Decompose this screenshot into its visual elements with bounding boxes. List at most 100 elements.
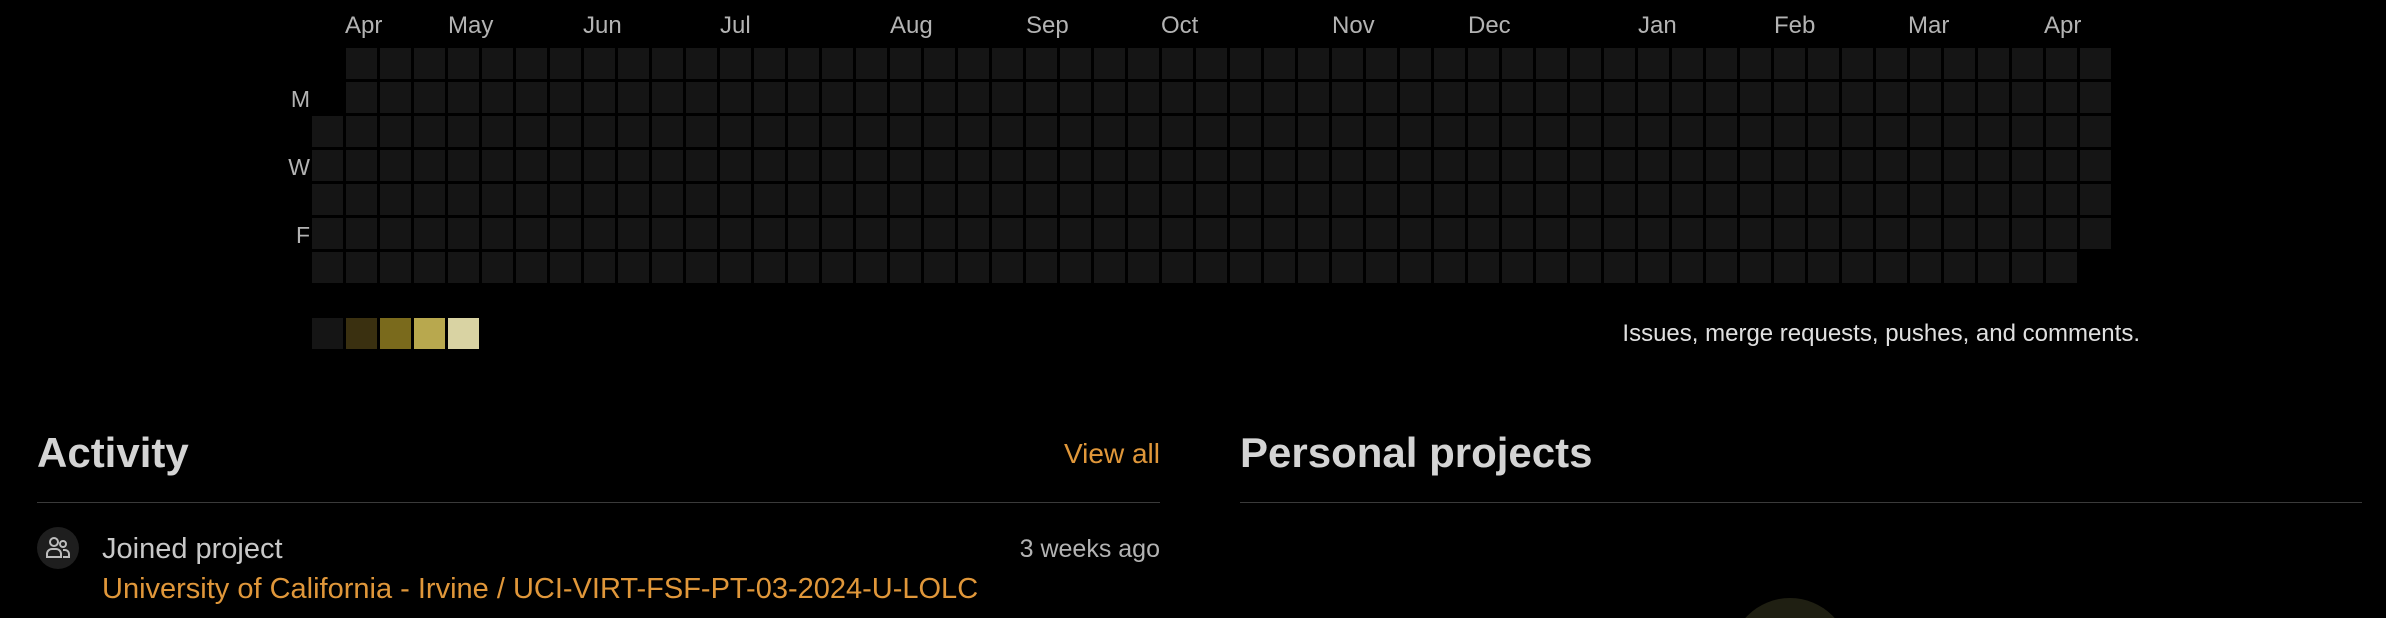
calendar-day-cell[interactable] <box>1876 116 1907 147</box>
calendar-day-cell[interactable] <box>1978 48 2009 79</box>
calendar-day-cell[interactable] <box>618 252 649 283</box>
calendar-day-cell[interactable] <box>1400 218 1431 249</box>
calendar-day-cell[interactable] <box>1502 218 1533 249</box>
calendar-day-cell[interactable] <box>1400 116 1431 147</box>
calendar-day-cell[interactable] <box>1910 116 1941 147</box>
calendar-day-cell[interactable] <box>856 116 887 147</box>
calendar-day-cell[interactable] <box>1230 150 1261 181</box>
calendar-day-cell[interactable] <box>856 48 887 79</box>
calendar-day-cell[interactable] <box>2046 116 2077 147</box>
calendar-day-cell[interactable] <box>1570 48 1601 79</box>
calendar-day-cell[interactable] <box>890 116 921 147</box>
calendar-day-cell[interactable] <box>1536 218 1567 249</box>
calendar-day-cell[interactable] <box>1230 116 1261 147</box>
calendar-day-cell[interactable] <box>1774 252 1805 283</box>
calendar-day-cell[interactable] <box>312 116 343 147</box>
calendar-day-cell[interactable] <box>1978 184 2009 215</box>
calendar-day-cell[interactable] <box>1944 82 1975 113</box>
calendar-day-cell[interactable] <box>1876 48 1907 79</box>
calendar-day-cell[interactable] <box>1332 218 1363 249</box>
calendar-day-cell[interactable] <box>1128 184 1159 215</box>
calendar-day-cell[interactable] <box>618 82 649 113</box>
calendar-day-cell[interactable] <box>516 48 547 79</box>
calendar-day-cell[interactable] <box>1026 184 1057 215</box>
calendar-day-cell[interactable] <box>1162 252 1193 283</box>
calendar-day-cell[interactable] <box>1536 48 1567 79</box>
calendar-day-cell[interactable] <box>1706 184 1737 215</box>
calendar-day-cell[interactable] <box>1026 116 1057 147</box>
calendar-day-cell[interactable] <box>2012 116 2043 147</box>
calendar-day-cell[interactable] <box>2012 48 2043 79</box>
calendar-day-cell[interactable] <box>482 218 513 249</box>
calendar-day-cell[interactable] <box>788 252 819 283</box>
calendar-day-cell[interactable] <box>584 218 615 249</box>
calendar-day-cell[interactable] <box>924 252 955 283</box>
calendar-day-cell[interactable] <box>1876 252 1907 283</box>
calendar-day-cell[interactable] <box>2080 82 2111 113</box>
calendar-day-cell[interactable] <box>1842 82 1873 113</box>
calendar-day-cell[interactable] <box>1264 252 1295 283</box>
calendar-day-cell[interactable] <box>1060 252 1091 283</box>
calendar-day-cell[interactable] <box>1944 218 1975 249</box>
calendar-day-cell[interactable] <box>1128 252 1159 283</box>
calendar-day-cell[interactable] <box>346 48 377 79</box>
calendar-day-cell[interactable] <box>1060 218 1091 249</box>
calendar-day-cell[interactable] <box>1910 82 1941 113</box>
calendar-day-cell[interactable] <box>1400 82 1431 113</box>
calendar-day-cell[interactable] <box>1842 184 1873 215</box>
calendar-day-cell[interactable] <box>788 218 819 249</box>
calendar-day-cell[interactable] <box>1366 218 1397 249</box>
calendar-day-cell[interactable] <box>1468 252 1499 283</box>
calendar-day-cell[interactable] <box>1638 82 1669 113</box>
calendar-day-cell[interactable] <box>992 116 1023 147</box>
calendar-day-cell[interactable] <box>1740 150 1771 181</box>
calendar-day-cell[interactable] <box>1638 184 1669 215</box>
calendar-day-cell[interactable] <box>890 218 921 249</box>
calendar-day-cell[interactable] <box>1434 252 1465 283</box>
calendar-day-cell[interactable] <box>1298 82 1329 113</box>
calendar-day-cell[interactable] <box>1706 82 1737 113</box>
calendar-day-cell[interactable] <box>482 184 513 215</box>
calendar-day-cell[interactable] <box>1264 218 1295 249</box>
calendar-day-cell[interactable] <box>652 82 683 113</box>
calendar-day-cell[interactable] <box>414 116 445 147</box>
calendar-day-cell[interactable] <box>1876 150 1907 181</box>
calendar-day-cell[interactable] <box>2046 150 2077 181</box>
calendar-day-cell[interactable] <box>1468 48 1499 79</box>
calendar-day-cell[interactable] <box>1978 218 2009 249</box>
calendar-day-cell[interactable] <box>1230 48 1261 79</box>
calendar-day-cell[interactable] <box>1162 82 1193 113</box>
calendar-day-cell[interactable] <box>1876 82 1907 113</box>
calendar-day-cell[interactable] <box>1910 150 1941 181</box>
calendar-day-cell[interactable] <box>1264 150 1295 181</box>
calendar-day-cell[interactable] <box>1774 150 1805 181</box>
calendar-day-cell[interactable] <box>1706 116 1737 147</box>
calendar-day-cell[interactable] <box>448 218 479 249</box>
calendar-day-cell[interactable] <box>1672 252 1703 283</box>
calendar-day-cell[interactable] <box>992 150 1023 181</box>
calendar-day-cell[interactable] <box>2046 82 2077 113</box>
calendar-day-cell[interactable] <box>1400 184 1431 215</box>
calendar-day-cell[interactable] <box>1434 150 1465 181</box>
calendar-day-cell[interactable] <box>1400 150 1431 181</box>
calendar-day-cell[interactable] <box>686 48 717 79</box>
calendar-day-cell[interactable] <box>1672 184 1703 215</box>
calendar-day-cell[interactable] <box>1570 184 1601 215</box>
calendar-day-cell[interactable] <box>448 150 479 181</box>
calendar-day-cell[interactable] <box>1332 116 1363 147</box>
calendar-day-cell[interactable] <box>1162 150 1193 181</box>
calendar-day-cell[interactable] <box>1604 48 1635 79</box>
calendar-day-cell[interactable] <box>414 82 445 113</box>
calendar-day-cell[interactable] <box>720 218 751 249</box>
calendar-day-cell[interactable] <box>1604 82 1635 113</box>
calendar-day-cell[interactable] <box>1128 150 1159 181</box>
calendar-day-cell[interactable] <box>448 48 479 79</box>
calendar-day-cell[interactable] <box>822 48 853 79</box>
calendar-day-cell[interactable] <box>1740 218 1771 249</box>
calendar-day-cell[interactable] <box>856 252 887 283</box>
calendar-day-cell[interactable] <box>2012 82 2043 113</box>
calendar-day-cell[interactable] <box>1638 150 1669 181</box>
calendar-day-cell[interactable] <box>1978 116 2009 147</box>
calendar-day-cell[interactable] <box>686 116 717 147</box>
calendar-day-cell[interactable] <box>1774 218 1805 249</box>
